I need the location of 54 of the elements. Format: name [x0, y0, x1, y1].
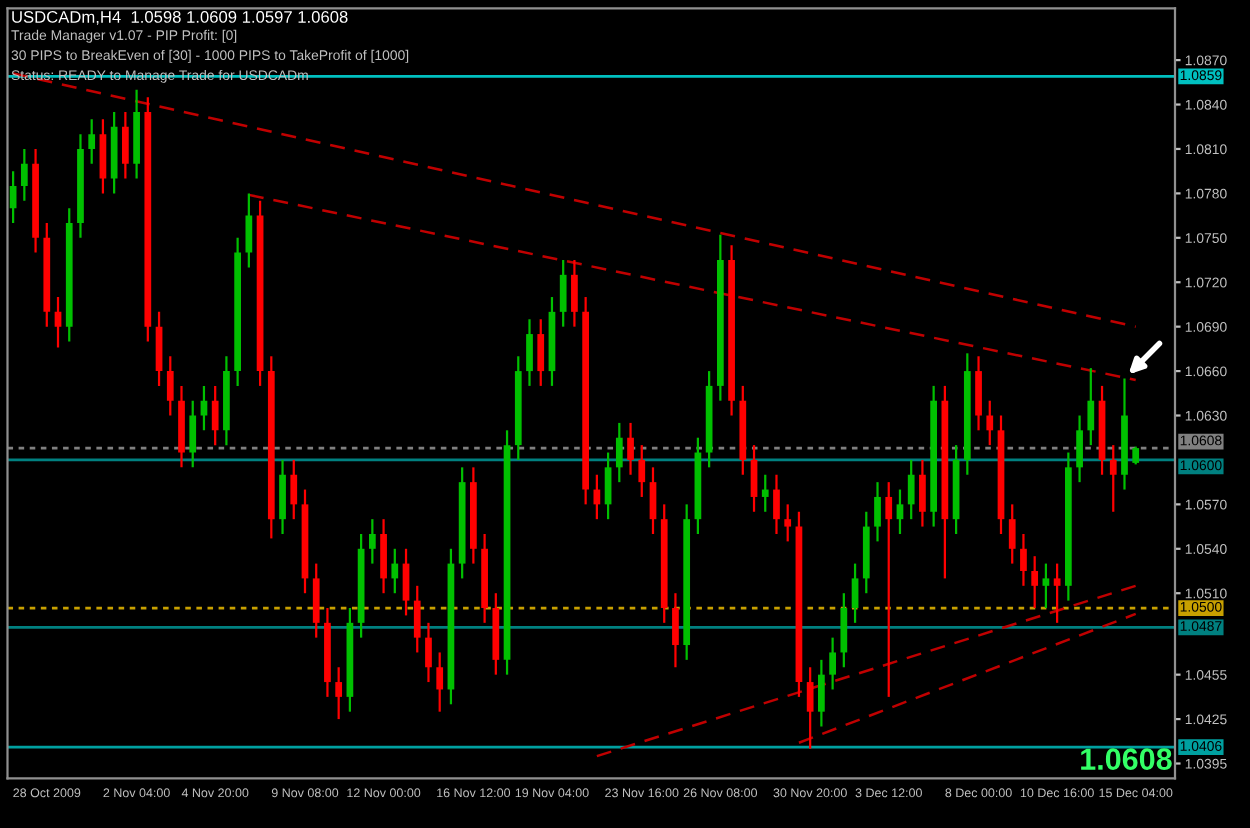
candlestick [1109, 444, 1117, 513]
candlestick [290, 458, 298, 521]
candlestick [368, 518, 376, 565]
candlestick [975, 355, 982, 432]
candlestick [245, 192, 253, 269]
candlestick [896, 488, 904, 536]
candlestick [189, 399, 197, 469]
candlestick [571, 258, 578, 328]
candlestick [840, 592, 848, 669]
candlestick [279, 458, 286, 536]
candlestick [919, 458, 926, 528]
candlestick [1008, 503, 1016, 565]
candlestick [335, 666, 343, 721]
candlestick [784, 503, 792, 543]
candlestick [436, 651, 444, 713]
candlestick [761, 473, 769, 513]
candlestick [1042, 562, 1050, 610]
candlestick [615, 421, 623, 484]
candlestick [907, 458, 915, 521]
candlestick [391, 547, 399, 595]
candlestick [211, 384, 219, 447]
candlestick [806, 666, 814, 750]
candlestick [1087, 367, 1095, 447]
chart-title: USDCADm,H4 1.0598 1.0609 1.0597 1.0608 [12, 11, 348, 25]
candlestick [1020, 532, 1027, 587]
candlestick [122, 110, 129, 180]
candlestick [851, 562, 859, 624]
candlestick [818, 658, 825, 728]
candlestick [88, 118, 96, 165]
candlestick [99, 118, 107, 195]
candlestick [1053, 562, 1061, 624]
candlestick [537, 318, 545, 388]
annotation: 1.0608 [1081, 748, 1172, 770]
candlestick [380, 518, 387, 595]
candlestick [885, 481, 893, 698]
candlestick [986, 399, 994, 447]
candlestick [829, 636, 836, 691]
candlestick [20, 147, 28, 202]
candlestick [1076, 414, 1083, 484]
candlestick [526, 318, 533, 388]
candlestick [593, 473, 601, 521]
candlestick [773, 473, 780, 536]
candlestick [874, 481, 881, 543]
candlestick [559, 258, 567, 328]
candlestick [425, 621, 432, 684]
candlestick [413, 584, 421, 654]
candlestick [200, 384, 208, 432]
candlestick [672, 592, 679, 669]
candlestick [312, 562, 320, 639]
candlestick [1031, 555, 1039, 610]
candlestick [54, 295, 62, 349]
candlestick [627, 421, 634, 476]
candlestick [166, 355, 174, 417]
candlestick [638, 444, 646, 499]
